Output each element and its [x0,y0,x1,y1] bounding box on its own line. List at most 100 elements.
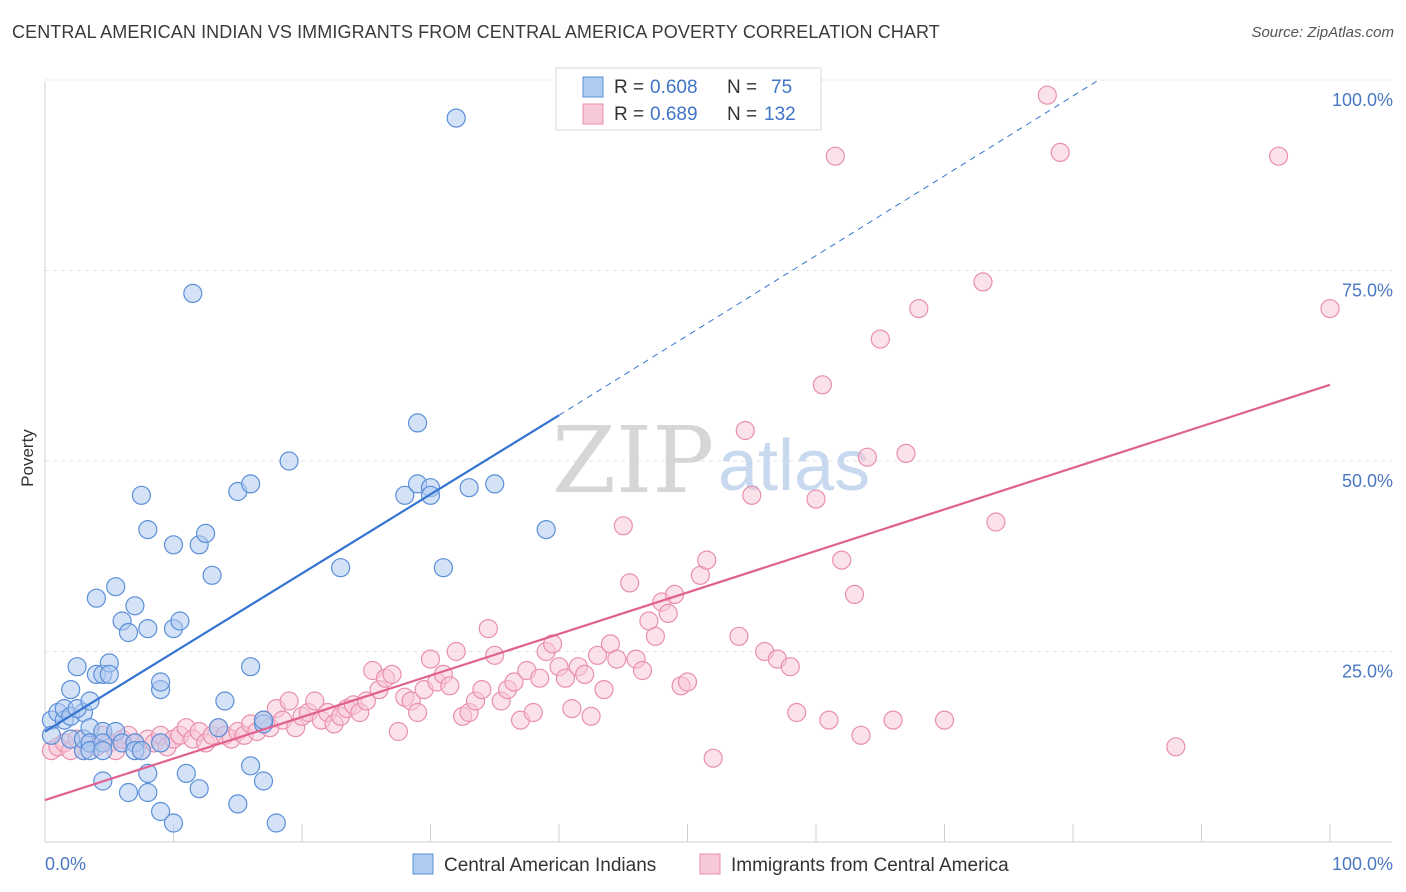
pink-point-108 [780,657,800,677]
legend-swatch-blue [582,76,604,98]
blue-point-30 [118,622,139,643]
source-credit: Source: ZipAtlas.com [1251,24,1394,41]
pink-point-121 [909,299,929,319]
series-legend: Central American Indians Immigrants from… [412,853,1009,876]
blue-point-39 [131,740,151,761]
pink-point-103 [729,626,749,646]
pink-point-86 [594,679,614,700]
bottom-legend-label-pink: Immigrants from Central America [731,855,1009,876]
pink-point-96 [658,603,678,624]
blue-point-60 [241,756,261,776]
blue-point-54 [202,565,222,585]
blue-point-58 [228,794,248,814]
pink-point-90 [620,573,640,593]
pink-point-117 [857,447,878,467]
blue-point-62 [253,771,274,791]
x-tick-label-min: 0.0% [45,854,86,874]
blue-point-44 [151,672,171,692]
blue-point-51 [189,779,209,799]
legend-r-value-1: 0.608 [650,77,698,98]
pink-point-68 [478,618,498,639]
chart-title: CENTRAL AMERICAN INDIAN VS IMMIGRANTS FR… [12,22,940,42]
x-tick-label-max: 100.0% [1332,854,1393,874]
blue-point-67 [331,558,351,578]
pink-point-105 [742,485,762,505]
blue-point-36 [138,519,158,540]
pink-point-54 [388,721,408,742]
blue-point-23 [93,740,113,761]
pink-point-111 [819,710,839,730]
blue-point-32 [125,596,145,616]
blue-point-45 [163,535,184,555]
y-axis-label: Poverty [18,429,37,487]
pink-point-129 [1320,299,1340,319]
legend-r-label-2: R = [614,104,644,125]
blue-point-38 [138,618,158,639]
blue-point-18 [86,588,107,608]
pink-point-102 [703,748,723,768]
blue-point-77 [536,519,556,540]
pink-point-109 [787,702,807,723]
legend-n-label-1: N = [727,77,757,98]
pink-point-118 [870,329,890,349]
x-ticks [44,824,1331,842]
pink-point-88 [607,649,627,669]
pink-point-128 [1268,146,1289,166]
pink-point-124 [986,512,1006,532]
blue-point-26 [106,577,126,597]
gridlines [45,79,1392,652]
y-tick-label-100: 100.0% [1332,90,1393,110]
blue-point-66 [279,451,299,471]
blue-point-73 [433,558,453,578]
pink-point-85 [587,645,608,665]
blue-point-35 [131,485,151,505]
bottom-legend-swatch-pink [699,853,721,875]
trend-lines [44,79,1331,802]
y-tick-labels: 100.0% 75.0% 50.0% 25.0% [1332,90,1393,682]
pink-point-76 [530,668,550,688]
pink-point-81 [562,698,582,719]
legend-n-label-2: N = [727,104,757,125]
pink-point-114 [832,550,852,570]
blue-point-49 [176,763,196,784]
blue-point-25 [99,664,119,685]
pink-point-80 [555,668,576,688]
blue-point-8 [61,679,81,700]
pink-point-101 [697,550,717,570]
pink-point-120 [896,443,916,463]
pink-point-89 [613,516,633,536]
pink-point-112 [812,375,833,395]
legend-r-label-1: R = [614,77,644,98]
blue-point-61 [241,474,261,494]
pink-point-127 [1166,737,1186,757]
pink-point-104 [735,420,755,441]
pink-point-49 [356,691,376,711]
pink-point-84 [581,706,601,726]
pink-trend-line [44,383,1331,802]
pink-point-75 [523,702,543,723]
pink-point-123 [973,272,993,292]
bottom-legend-label-blue: Central American Indians [444,855,656,876]
pink-point-67 [472,679,492,700]
pink-point-126 [1050,142,1070,162]
y-tick-label-25: 25.0% [1342,662,1393,682]
pink-point-41 [305,691,325,711]
y-tick-label-75: 75.0% [1342,281,1393,301]
pink-point-37 [279,691,299,711]
blue-point-69 [408,413,428,433]
blue-point-65 [266,813,286,833]
blue-trend-line [44,414,560,733]
pink-point-119 [883,710,903,730]
pink-point-110 [806,489,826,509]
blue-point-46 [163,813,184,833]
blue-point-53 [196,523,216,544]
pink-point-62 [440,676,460,696]
y-tick-label-50: 50.0% [1342,471,1393,491]
watermark-zip: ZIP [552,407,714,514]
blue-point-42 [151,733,171,753]
legend-r-value-2: 0.689 [650,104,698,125]
pink-point-115 [844,584,865,605]
pink-point-72 [504,672,524,692]
blue-point-55 [208,718,229,738]
